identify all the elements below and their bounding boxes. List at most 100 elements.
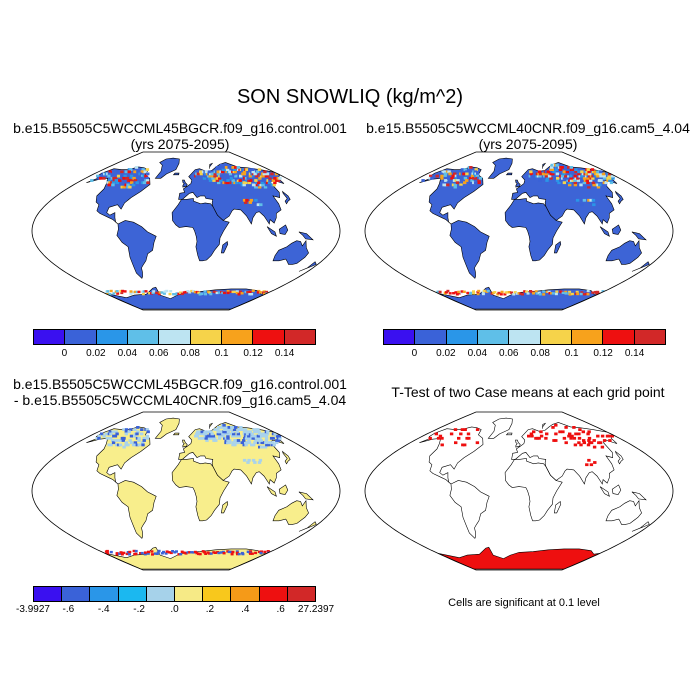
grid-cell (186, 551, 190, 554)
grid-cell (273, 432, 277, 436)
grid-cell (264, 174, 269, 178)
grid-cell (592, 439, 596, 442)
grid-cell (256, 434, 261, 438)
colorbar-tick-label: 0 (61, 348, 68, 359)
grid-cell (157, 549, 161, 553)
grid-cell (197, 552, 200, 556)
grid-cell (574, 168, 578, 171)
grid-cell (212, 179, 216, 182)
grid-cell (171, 550, 175, 553)
grid-cell (500, 290, 504, 294)
grid-cell (256, 185, 260, 189)
landmass-borneo (278, 224, 289, 235)
colorbar-swatch (159, 330, 191, 344)
grid-cell (129, 290, 133, 293)
grid-cell (129, 291, 133, 294)
grid-cell (582, 176, 587, 180)
landmass-indonesia1 (266, 486, 277, 497)
grid-cell (583, 185, 587, 189)
grid-cell (120, 291, 124, 295)
grid-cell (109, 289, 113, 293)
grid-cell (260, 441, 264, 445)
grid-cell (527, 434, 531, 438)
grid-cell (257, 289, 261, 293)
colorbar-swatch (127, 330, 160, 344)
grid-cell (446, 183, 450, 187)
grid-cell (596, 174, 600, 178)
grid-cell (122, 436, 126, 440)
grid-cell (258, 436, 262, 440)
grid-cell (198, 293, 202, 296)
grid-cell (228, 439, 232, 442)
grid-cell (129, 168, 133, 171)
grid-cell (577, 432, 581, 436)
grid-cell (463, 181, 467, 185)
grid-cell (264, 436, 269, 440)
grid-cell (232, 172, 236, 176)
grid-cell (256, 441, 261, 445)
grid-cell (554, 439, 558, 442)
colorbar-tick-label: .4 (241, 604, 250, 615)
grid-cell (440, 174, 444, 178)
grid-cell (448, 292, 452, 295)
grid-cell (580, 198, 584, 202)
grid-cell (476, 292, 480, 296)
grid-cell (573, 443, 578, 447)
grid-cell (580, 174, 584, 178)
grid-cell (127, 170, 131, 174)
grid-cell (142, 290, 146, 293)
grid-cell (217, 551, 221, 555)
grid-cell (156, 551, 160, 554)
grid-cell (129, 292, 133, 296)
grid-cell (245, 198, 249, 202)
grid-cell (445, 291, 448, 294)
grid-cell (568, 174, 573, 178)
grid-cell (242, 458, 247, 462)
grid-cell (268, 176, 272, 180)
grid-cell (580, 179, 584, 182)
grid-cell (133, 181, 138, 185)
grid-cell (599, 174, 603, 178)
grid-cell (593, 461, 597, 464)
grid-cell (208, 174, 212, 178)
grid-cell (172, 293, 176, 296)
grid-cell (574, 176, 578, 180)
panel4-title: T-Test of two Case means at each grid po… (391, 384, 665, 400)
grid-cell (106, 181, 110, 185)
grid-cell (475, 441, 480, 445)
colorbar-swatch (415, 330, 447, 344)
grid-cell (226, 441, 230, 445)
grid-cell (542, 290, 546, 293)
grid-cell (270, 183, 275, 187)
grid-cell (139, 432, 144, 436)
colorbar-tick-label: 0.02 (86, 348, 106, 359)
grid-cell (118, 443, 123, 447)
grid-cell (126, 443, 130, 447)
landmass-newguinea (631, 231, 647, 241)
grid-cell (186, 290, 190, 293)
grid-cell (263, 185, 268, 189)
grid-cell (124, 443, 128, 447)
grid-cell (235, 439, 239, 442)
grid-cell (97, 436, 101, 440)
grid-cell (215, 166, 220, 169)
grid-cell (165, 550, 169, 553)
grid-cell (202, 176, 207, 180)
grid-cell (226, 430, 231, 434)
grid-cell (571, 179, 575, 182)
map-cam5-case (364, 151, 674, 311)
grid-cell (251, 289, 255, 293)
grid-cell (267, 181, 272, 185)
grid-cell (236, 166, 240, 169)
grid-cell (443, 176, 447, 180)
grid-cell (601, 290, 605, 293)
grid-cell (137, 439, 141, 442)
grid-cell (550, 168, 554, 171)
grid-cell (123, 174, 127, 178)
grid-cell (586, 289, 590, 293)
grid-cell (248, 293, 252, 296)
grid-cell (457, 290, 461, 294)
grid-cell (608, 439, 612, 442)
grid-cell (218, 434, 222, 438)
grid-cell (573, 179, 577, 182)
